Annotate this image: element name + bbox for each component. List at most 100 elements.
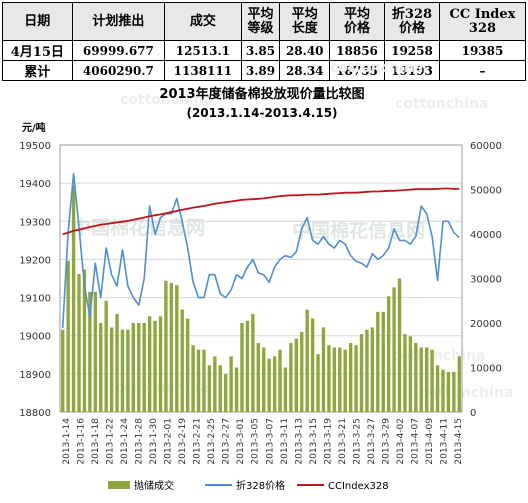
table-cell: 3.89 xyxy=(240,60,281,81)
bar xyxy=(202,349,206,412)
bar xyxy=(408,336,413,412)
x-tick-label: 2013-3-11 xyxy=(280,418,290,465)
chart-subtitle: (2013.1.14-2013.4.15) xyxy=(186,106,337,120)
x-tick-label: 2013-2-25 xyxy=(207,418,217,465)
bar xyxy=(381,311,385,412)
y-right-tick-label: 30000 xyxy=(470,275,502,286)
bar xyxy=(196,349,201,412)
y-right-tick-label: 10000 xyxy=(470,364,502,375)
table-cell: 18856 xyxy=(329,40,385,61)
bar xyxy=(338,347,342,412)
column-header: 平均 价格 xyxy=(329,2,385,41)
bar xyxy=(99,323,103,412)
bar xyxy=(66,260,70,412)
x-tick-label: 2013-4-07 xyxy=(410,418,420,465)
legend: 抛储成交 折328价格 CCIndex328 xyxy=(108,479,389,492)
x-tick-label: 2013-1-28 xyxy=(135,418,145,465)
bar xyxy=(164,280,168,412)
x-tick-label: 2013-4-11 xyxy=(439,418,449,465)
column-header: 日期 xyxy=(2,2,73,41)
series-line-ccindex xyxy=(62,187,460,236)
x-tick-label: 2013-1-18 xyxy=(91,418,101,465)
bar xyxy=(126,329,130,412)
watermark: cottonchina xyxy=(395,96,489,112)
y-right-tick-label: 60000 xyxy=(470,141,502,152)
bar xyxy=(300,331,304,412)
y-left-tick-label: 19500 xyxy=(19,141,51,152)
row-label: 4月15日 xyxy=(2,40,73,61)
bar xyxy=(425,347,429,412)
bar xyxy=(267,358,271,412)
y-left-tick-label: 18900 xyxy=(19,370,51,381)
table-row: 4月15日 69999.677 12513.1 3.85 28.40 18856 19258… xyxy=(2,40,527,61)
bar xyxy=(294,338,298,412)
bar xyxy=(321,327,326,412)
bar xyxy=(147,316,152,412)
x-tick-label: 2013-3-25 xyxy=(352,418,362,465)
bar xyxy=(158,316,163,412)
legend-label: CCIndex328 xyxy=(328,481,389,492)
bar xyxy=(332,347,337,412)
bar xyxy=(169,282,174,412)
bar xyxy=(153,320,157,412)
x-tick-label: 2013-3-21 xyxy=(338,418,348,465)
bar xyxy=(414,343,418,412)
bar xyxy=(370,327,375,412)
bar xyxy=(278,349,282,412)
bar xyxy=(441,369,445,412)
y-right-tick-label: 40000 xyxy=(470,230,502,241)
table-cell: 19385 xyxy=(438,40,527,61)
x-tick-label: 2013-3-27 xyxy=(367,418,377,465)
column-header: 计划推出 xyxy=(71,2,166,41)
table-cell: 12513.1 xyxy=(164,40,242,61)
bar xyxy=(430,349,434,412)
bar xyxy=(354,345,358,412)
table-cell: 28.34 xyxy=(279,60,331,81)
watermark-cn: 中国棉花信息网 xyxy=(72,217,206,239)
column-header: 平均 长度 xyxy=(279,2,331,41)
y-right-tick-label: 20000 xyxy=(470,319,502,330)
table-cell: – xyxy=(438,60,527,81)
bar xyxy=(343,349,347,412)
bar xyxy=(115,314,119,412)
table-cell: 19193 xyxy=(384,60,440,81)
x-tick-label: 2013-3-19 xyxy=(323,418,333,465)
y-left-tick-label: 18800 xyxy=(19,408,51,419)
bar xyxy=(77,274,81,412)
column-header: CC Index 328 xyxy=(438,2,527,41)
bar xyxy=(131,323,136,412)
bar xyxy=(403,334,407,412)
legend-swatch-bars xyxy=(108,481,130,489)
x-tick-label: 2013-3-29 xyxy=(381,418,391,465)
bar xyxy=(120,329,125,412)
x-tick-label: 2013-4-15 xyxy=(454,418,464,465)
x-tick-label: 2013-2-01 xyxy=(164,418,174,465)
column-header: 成交 xyxy=(164,2,242,41)
x-tick-label: 2013-3-13 xyxy=(294,418,304,465)
x-tick-label: 2013-3-01 xyxy=(236,418,246,465)
bar xyxy=(61,329,65,412)
bar xyxy=(386,296,391,412)
bar xyxy=(289,343,293,412)
bar xyxy=(256,343,260,412)
y-left-tick-label: 19400 xyxy=(19,179,51,190)
y-left-tick-label: 19000 xyxy=(19,332,51,343)
x-tick-label: 2013-2-27 xyxy=(222,418,232,465)
bar xyxy=(137,323,141,412)
bar xyxy=(213,356,217,412)
y-left-tick-label: 19300 xyxy=(19,217,51,228)
legend-label: 折328价格 xyxy=(236,479,285,492)
y-left-tick-label: 19100 xyxy=(19,294,51,305)
bar xyxy=(283,367,288,412)
x-tick-label: 2013-1-16 xyxy=(77,418,87,465)
left-axis-unit: 元/吨 xyxy=(22,121,46,134)
bar xyxy=(104,300,108,412)
bar xyxy=(234,367,239,412)
column-header: 折328 价格 xyxy=(384,2,440,41)
bar xyxy=(180,309,184,412)
column-header: 平均 等级 xyxy=(240,2,281,41)
table-cell: 69999.677 xyxy=(71,40,166,61)
table-cell: 3.85 xyxy=(240,40,281,61)
series-line-price328 xyxy=(61,172,460,329)
bar xyxy=(218,365,222,412)
